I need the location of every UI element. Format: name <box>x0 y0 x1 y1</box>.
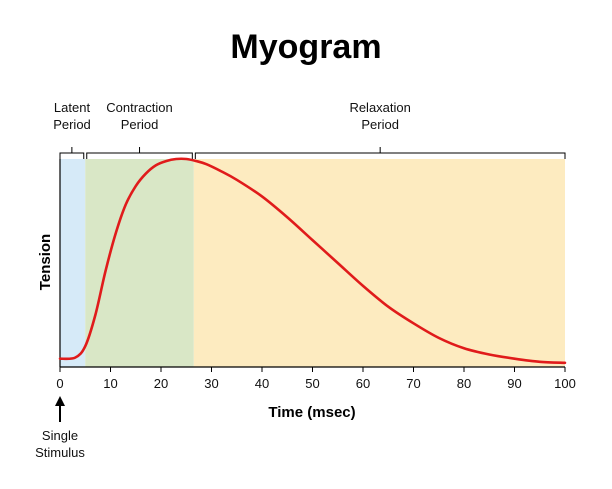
x-tick-label: 100 <box>554 376 576 391</box>
phase-bg-relaxation <box>193 159 565 367</box>
phase-label-contraction-1: Contraction <box>106 100 172 115</box>
x-tick-label: 0 <box>56 376 63 391</box>
bracket-relaxation <box>194 147 566 159</box>
phase-label-relaxation-1: Relaxation <box>349 100 410 115</box>
x-axis-ticks: 0 10 20 30 40 50 60 70 80 90 100 <box>56 367 576 391</box>
stimulus-arrow-head <box>55 396 65 406</box>
x-tick-label: 40 <box>255 376 269 391</box>
phase-label-contraction-2: Period <box>121 117 159 132</box>
phase-brackets <box>59 147 566 159</box>
x-tick-label: 10 <box>103 376 117 391</box>
phase-label-latent-1: Latent <box>54 100 91 115</box>
x-tick-label: 60 <box>356 376 370 391</box>
x-axis-title: Time (msec) <box>268 404 355 421</box>
y-axis-title: Tension <box>37 234 54 290</box>
stimulus-annotation: Single Stimulus <box>35 396 85 460</box>
phase-bg-latent <box>60 159 86 367</box>
x-tick-label: 90 <box>507 376 521 391</box>
bracket-contraction <box>86 147 193 159</box>
chart-title: Myogram <box>230 28 381 66</box>
phase-backgrounds <box>60 159 565 367</box>
phase-labels: Latent Period Contraction Period Relaxation P… <box>53 100 411 132</box>
x-tick-label: 20 <box>154 376 168 391</box>
phase-label-relaxation-2: Period <box>361 117 399 132</box>
x-tick-label: 80 <box>457 376 471 391</box>
stimulus-label-line1: Single <box>42 428 78 443</box>
bracket-latent <box>59 147 85 159</box>
x-tick-label: 50 <box>305 376 319 391</box>
tension-curve <box>58 157 567 365</box>
stimulus-label-line2: Stimulus <box>35 445 85 460</box>
phase-bg-contraction <box>85 159 194 367</box>
x-tick-label: 70 <box>406 376 420 391</box>
phase-label-latent-2: Period <box>53 117 91 132</box>
x-tick-label: 30 <box>204 376 218 391</box>
